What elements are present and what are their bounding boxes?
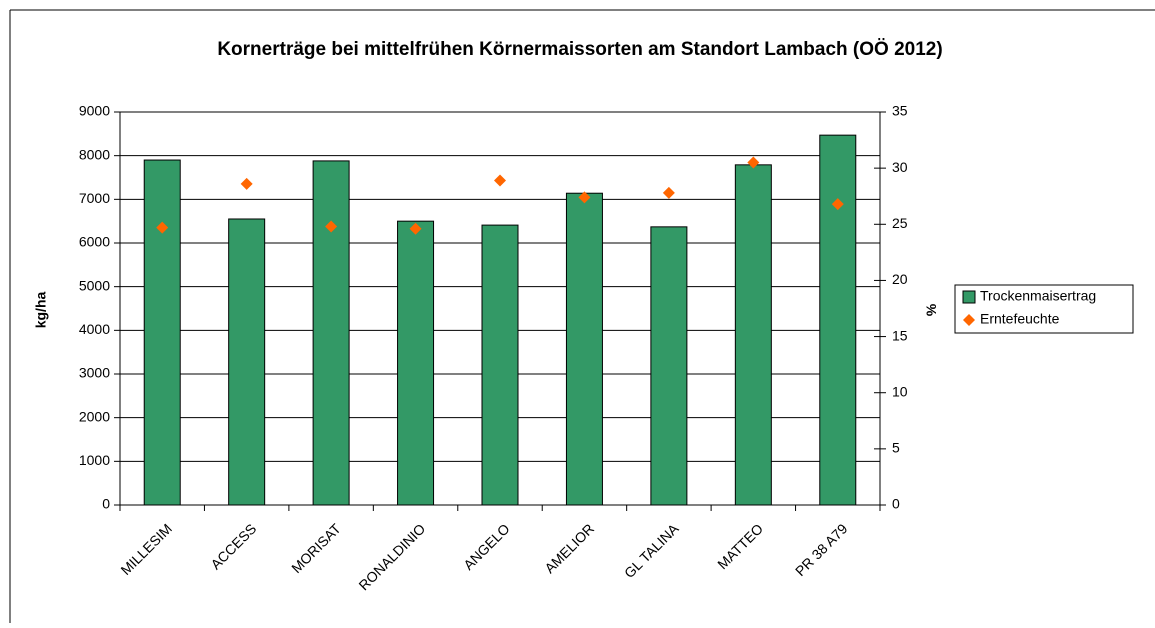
chart-title: Kornerträge bei mittelfrühen Körnermaiss… (217, 39, 942, 60)
marker (325, 220, 338, 233)
bar (312, 160, 350, 506)
y2-axis-label: % (923, 304, 939, 317)
y-tick-label: 0 (102, 496, 110, 512)
y-tick-label: 7000 (79, 190, 110, 206)
x-tick-label: MILLESIM (117, 520, 175, 578)
y-tick-label: 4000 (79, 321, 110, 337)
x-tick-label: GL TALINA (621, 520, 682, 581)
y2-tick-label: 15 (892, 327, 908, 343)
legend-swatch (963, 314, 975, 326)
x-tick-label: MATTEO (714, 520, 766, 572)
bar (228, 218, 266, 506)
bar (481, 224, 519, 506)
marker (156, 221, 169, 234)
bar (565, 192, 603, 506)
marker (409, 222, 422, 235)
bar (143, 159, 181, 506)
marker (494, 174, 506, 187)
y2-tick-label: 20 (892, 271, 908, 287)
y-axis-label: kg/ha (33, 292, 49, 329)
y2-tick-label: 10 (892, 383, 908, 399)
legend-box (954, 284, 1134, 334)
y-tick-label: 3000 (79, 365, 110, 381)
y-tick-label: 9000 (79, 103, 110, 119)
x-tick-label: MORISAT (288, 520, 344, 576)
y-tick-label: 5000 (79, 277, 110, 293)
bar (397, 220, 435, 506)
bar (650, 226, 688, 506)
y-tick-label: 1000 (79, 452, 110, 468)
x-tick-label: ANGELO (460, 520, 513, 573)
legend-label: Trockenmaisertrag (980, 288, 1096, 304)
x-tick-label: PR 38 A79 (792, 520, 851, 579)
y2-tick-label: 5 (892, 440, 900, 456)
y2-tick-label: 35 (892, 103, 908, 119)
marker (578, 191, 591, 204)
y-tick-label: 2000 (79, 408, 110, 424)
y-tick-label: 6000 (79, 234, 110, 250)
bar (819, 134, 857, 506)
marker (831, 198, 844, 211)
y-tick-label: 8000 (79, 146, 110, 162)
x-tick-label: AMELIOR (541, 520, 597, 576)
y2-tick-label: 0 (892, 496, 900, 512)
x-tick-label: RONALDINIO (355, 520, 428, 593)
marker (240, 177, 253, 190)
x-tick-label: ACCESS (207, 520, 259, 572)
marker (747, 156, 760, 169)
bar (734, 164, 772, 506)
marker (662, 186, 675, 199)
legend-swatch (962, 290, 976, 304)
y2-tick-label: 30 (892, 159, 908, 175)
legend-label: Erntefeuchte (980, 311, 1060, 327)
y2-tick-label: 25 (892, 215, 908, 231)
